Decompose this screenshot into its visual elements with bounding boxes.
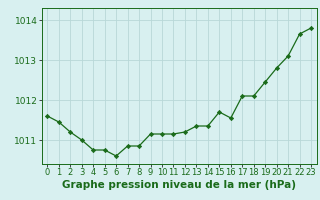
X-axis label: Graphe pression niveau de la mer (hPa): Graphe pression niveau de la mer (hPa): [62, 180, 296, 190]
